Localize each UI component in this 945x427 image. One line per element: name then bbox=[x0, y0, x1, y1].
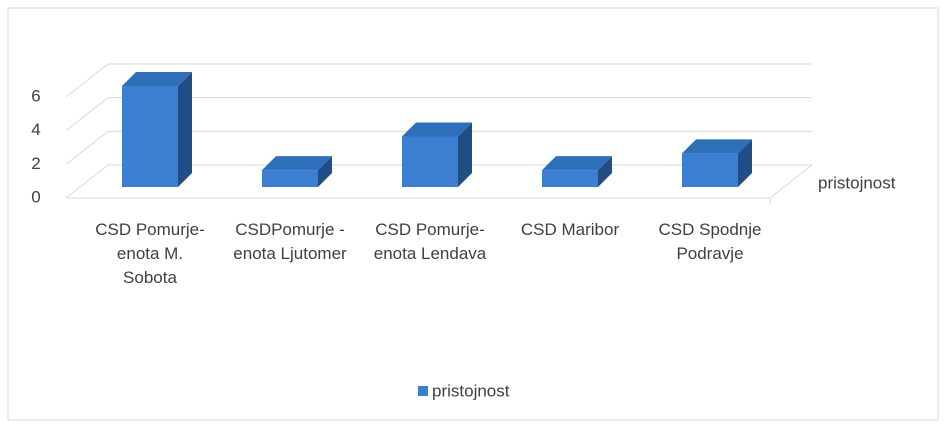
depth-axis-label: pristojnost bbox=[818, 173, 896, 192]
bar-front bbox=[122, 86, 178, 187]
x-tick-label: CSDPomurje - enota Ljutomer bbox=[233, 220, 347, 263]
bar-top bbox=[682, 139, 752, 154]
bar-side bbox=[458, 122, 472, 187]
bar-side bbox=[178, 72, 192, 187]
legend-swatch bbox=[418, 386, 428, 396]
legend-label: pristojnost bbox=[432, 381, 510, 400]
grid-line bbox=[65, 63, 812, 98]
bar-top bbox=[262, 156, 332, 171]
bar-top bbox=[402, 122, 472, 137]
y-tick-label: 6 bbox=[31, 86, 40, 105]
bar-front bbox=[682, 153, 738, 187]
bar-side bbox=[318, 156, 332, 187]
grid-line bbox=[65, 130, 812, 165]
x-tick-label: CSD Pomurje-enota M. Sobota bbox=[95, 220, 205, 287]
y-tick-label: 0 bbox=[31, 187, 40, 206]
bar bbox=[122, 72, 192, 187]
bar bbox=[262, 156, 332, 187]
bar-top bbox=[122, 72, 192, 86]
bar bbox=[542, 156, 612, 187]
bar-front bbox=[542, 170, 598, 187]
bar-side bbox=[598, 156, 612, 187]
bar-top bbox=[542, 156, 612, 171]
bar bbox=[402, 122, 472, 187]
x-tick-label: CSD Pomurje-enota Lendava bbox=[373, 220, 487, 263]
x-tick-label: CSD Maribor bbox=[520, 220, 620, 239]
y-tick-label: 4 bbox=[31, 120, 40, 139]
bar bbox=[682, 139, 752, 187]
chart-border bbox=[7, 7, 939, 421]
bar-side bbox=[738, 139, 752, 187]
bar-front bbox=[402, 136, 458, 187]
y-tick-label: 2 bbox=[31, 154, 40, 173]
grid-line bbox=[65, 97, 812, 132]
x-tick-label: CSD Spodnje Podravje bbox=[658, 220, 762, 263]
bar-front bbox=[262, 170, 318, 187]
